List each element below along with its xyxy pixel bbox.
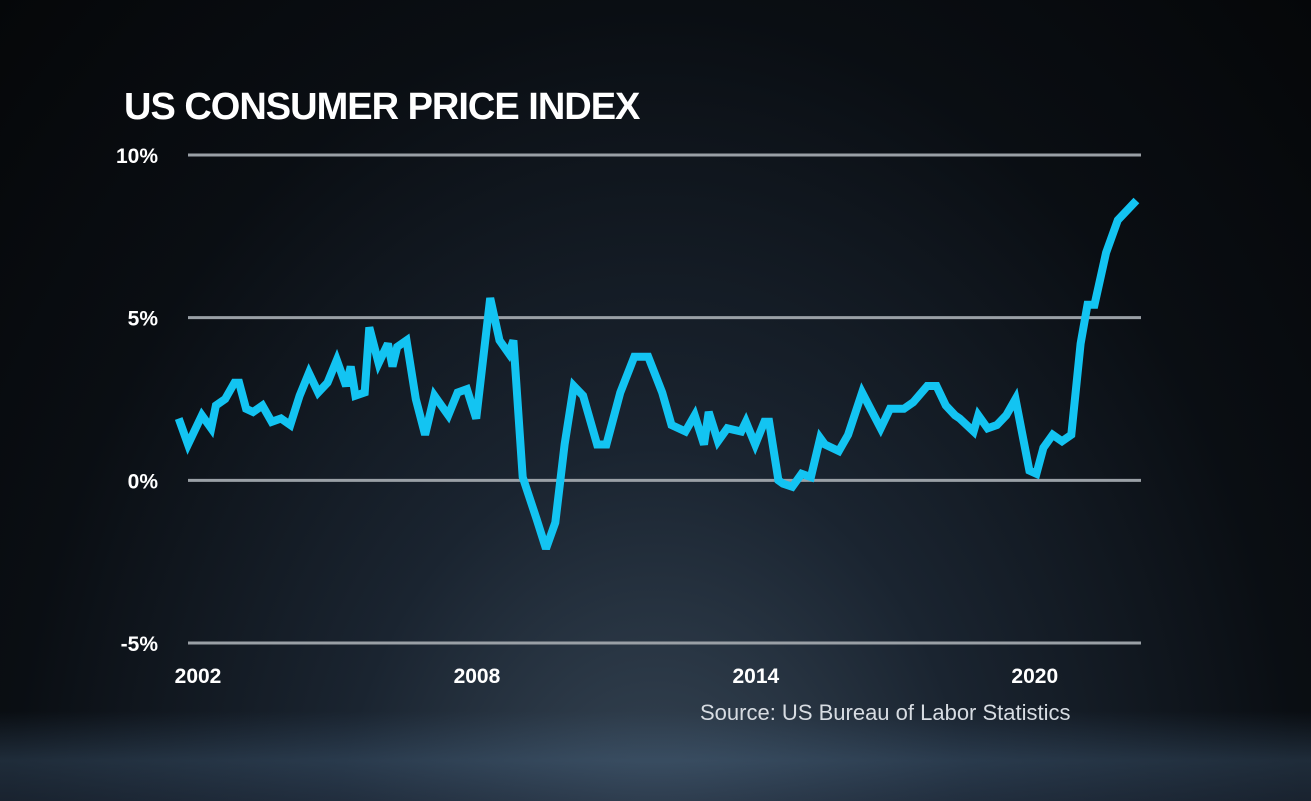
gridlines	[188, 153, 1141, 645]
series-line-0	[174, 197, 1140, 551]
x-tick-label: 2002	[175, 665, 222, 688]
y-tick-label: 5%	[128, 308, 159, 331]
y-axis-ticks: 10% 5% 0% -5%	[116, 145, 158, 656]
y-tick-label: 0%	[128, 470, 159, 493]
x-tick-label: 2020	[1011, 665, 1058, 688]
x-tick-label: 2008	[454, 665, 501, 688]
chart-title: US CONSUMER PRICE INDEX	[124, 86, 640, 128]
x-tick-label: 2014	[732, 665, 779, 688]
series-layer	[174, 197, 1140, 551]
y-tick-label: 10%	[116, 145, 158, 168]
y-tick-label: -5%	[121, 633, 159, 656]
x-axis-ticks: 2002 2008 2014 2020	[175, 665, 1058, 688]
source-note: Source: US Bureau of Labor Statistics	[700, 700, 1071, 725]
